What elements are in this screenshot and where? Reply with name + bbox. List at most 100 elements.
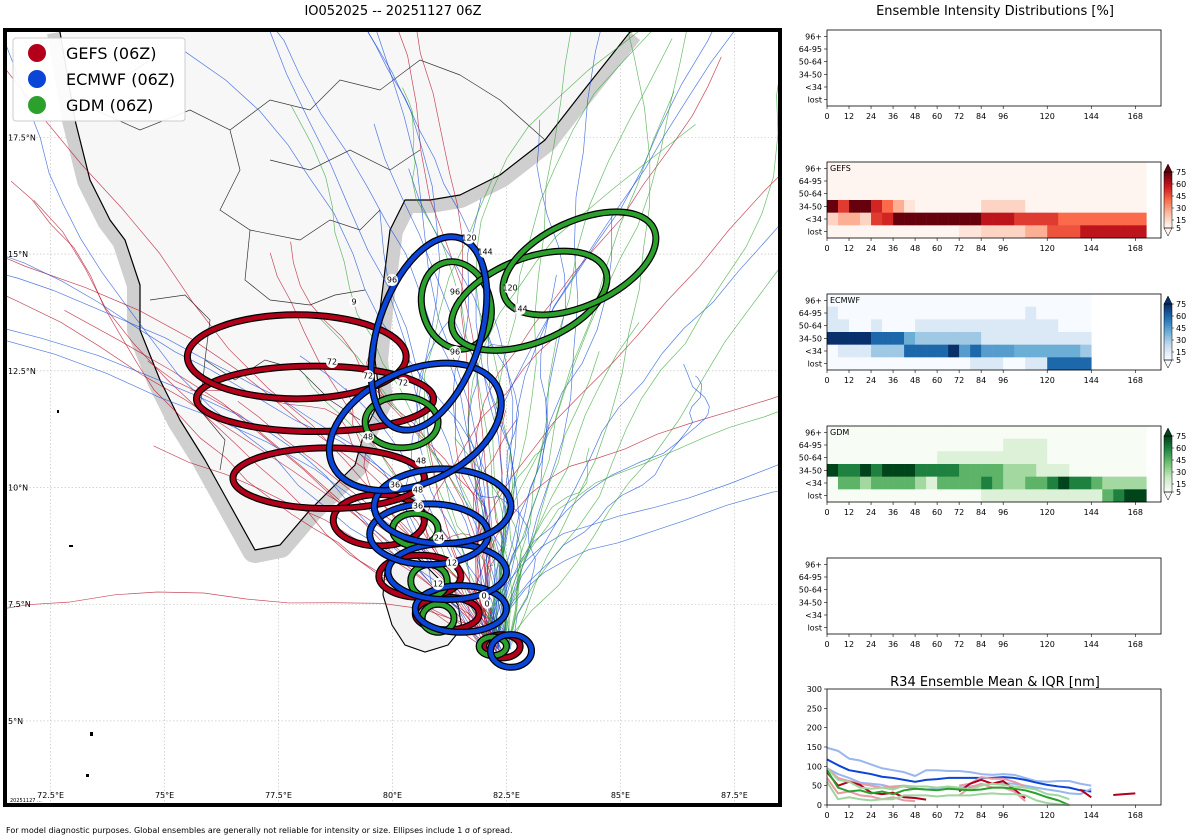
heat-cell: [860, 187, 872, 201]
r34-y-tick-label: 250: [807, 704, 822, 713]
colorbar-tick-label: 15: [1176, 216, 1186, 225]
heat-cell: [1102, 162, 1114, 175]
x-tick-label: 12: [844, 112, 854, 121]
heat-cell: [860, 451, 872, 465]
svg-text:72: 72: [363, 372, 373, 381]
heat-cell: [1080, 162, 1092, 175]
heat-cell: [1069, 451, 1081, 465]
heat-cell: [926, 476, 938, 490]
ensemble-track: [475, 30, 714, 652]
heat-cell: [1014, 438, 1026, 452]
heat-cell: [871, 212, 883, 226]
intensity-row-label: <34: [805, 347, 822, 356]
r34-x-tick-label: 60: [932, 811, 942, 820]
ellipse-labels: 9 72 48 36 96 96 72 48 48 36 120 144 96 …: [326, 232, 528, 609]
panel-frame: [826, 29, 1162, 107]
colorbar-extend-min: [1163, 227, 1173, 237]
lat-tick-label: 10°N: [8, 484, 28, 493]
x-tick-label: 84: [976, 640, 986, 649]
colorbar-segment: [1164, 446, 1172, 449]
heat-cell: [959, 306, 971, 320]
india-landmass: [47, 30, 641, 777]
colorbar-segment: [1164, 202, 1172, 205]
heat-cell: [882, 476, 894, 490]
heat-cell: [827, 212, 839, 226]
heat-cell: [893, 306, 905, 320]
heat-cell: [1069, 319, 1081, 333]
heat-cell: [838, 357, 850, 371]
map-frame: [3, 28, 782, 807]
heat-cell: [1025, 489, 1037, 503]
heat-cell: [849, 357, 861, 371]
colorbar-segment: [1164, 178, 1172, 181]
heat-cell: [981, 438, 993, 452]
heat-cell: [981, 357, 993, 371]
heat-cell: [838, 451, 850, 465]
heat-cell: [893, 357, 905, 371]
colorbar-segment: [1164, 478, 1172, 481]
x-tick-label: 36: [888, 640, 898, 649]
map-content: 9 72 48 36 96 96 72 48 48 36 120 144 96 …: [5, 30, 780, 805]
heat-cell: [970, 357, 982, 371]
r34-x-tick-label: 0: [824, 811, 829, 820]
r34-series-line: [1079, 788, 1092, 799]
heat-cell: [1058, 306, 1070, 320]
heat-cell: [1080, 332, 1092, 345]
heat-cell: [1025, 319, 1037, 333]
colorbar-frame: [1163, 435, 1173, 493]
label-gdm-120b: 120: [502, 282, 518, 294]
colorbar-segment: [1164, 212, 1172, 215]
heat-cell: [948, 476, 960, 490]
heat-cell: [838, 294, 850, 307]
heat-cell: [1113, 451, 1125, 465]
heat-cell: [948, 212, 960, 226]
intensity-row-label: 34-50: [799, 334, 822, 343]
ensemble-track: [507, 322, 640, 642]
heat-cell: [1080, 225, 1092, 239]
lon-tick-label: 82.5°E: [493, 791, 520, 800]
colorbar-segment: [1164, 486, 1172, 489]
colorbar-segment: [1164, 484, 1172, 487]
colorbar-segment: [1164, 224, 1172, 227]
intensity-row-label: 96+: [805, 428, 822, 437]
heat-cell: [1080, 464, 1092, 477]
ensemble-track: [507, 69, 780, 642]
heat-cell: [838, 212, 850, 226]
heat-cell: [992, 426, 1004, 439]
colorbar-tick-label: 5: [1176, 224, 1181, 233]
heat-cell: [959, 174, 971, 188]
colorbar-segment: [1164, 218, 1172, 221]
heat-cell: [871, 162, 883, 175]
x-tick-label: 12: [844, 376, 854, 385]
colorbar-segment: [1164, 216, 1172, 219]
heat-cell: [915, 306, 927, 320]
x-tick-label: 0: [824, 640, 829, 649]
x-tick-label: 144: [1084, 640, 1099, 649]
colorbar-segment: [1164, 180, 1172, 183]
heat-cell: [1058, 438, 1070, 452]
heat-cell: [959, 344, 971, 358]
heat-cell: [893, 476, 905, 490]
heat-cell: [992, 438, 1004, 452]
heat-cell: [1036, 225, 1048, 239]
heat-cell: [1025, 187, 1037, 201]
r34-series-line: [826, 777, 916, 803]
heat-cell: [926, 451, 938, 465]
heat-cell: [882, 294, 894, 307]
label-ecmwf-96: 96: [386, 274, 398, 286]
heat-cell: [970, 306, 982, 320]
heat-cell: [1091, 489, 1103, 503]
heat-cell: [871, 187, 883, 201]
heat-cell: [1135, 451, 1147, 465]
heat-cell: [937, 426, 949, 439]
heat-cell: [1058, 476, 1070, 490]
ensemble-track: [185, 51, 499, 648]
r34-x-tick-label: 168: [1128, 811, 1143, 820]
heat-cell: [860, 489, 872, 503]
heat-cell: [1069, 332, 1081, 345]
heat-cell: [1058, 294, 1070, 307]
heat-cell: [882, 489, 894, 503]
svg-text:0: 0: [481, 592, 486, 601]
x-tick-label: 24: [866, 376, 876, 385]
heat-cell: [1135, 187, 1147, 201]
